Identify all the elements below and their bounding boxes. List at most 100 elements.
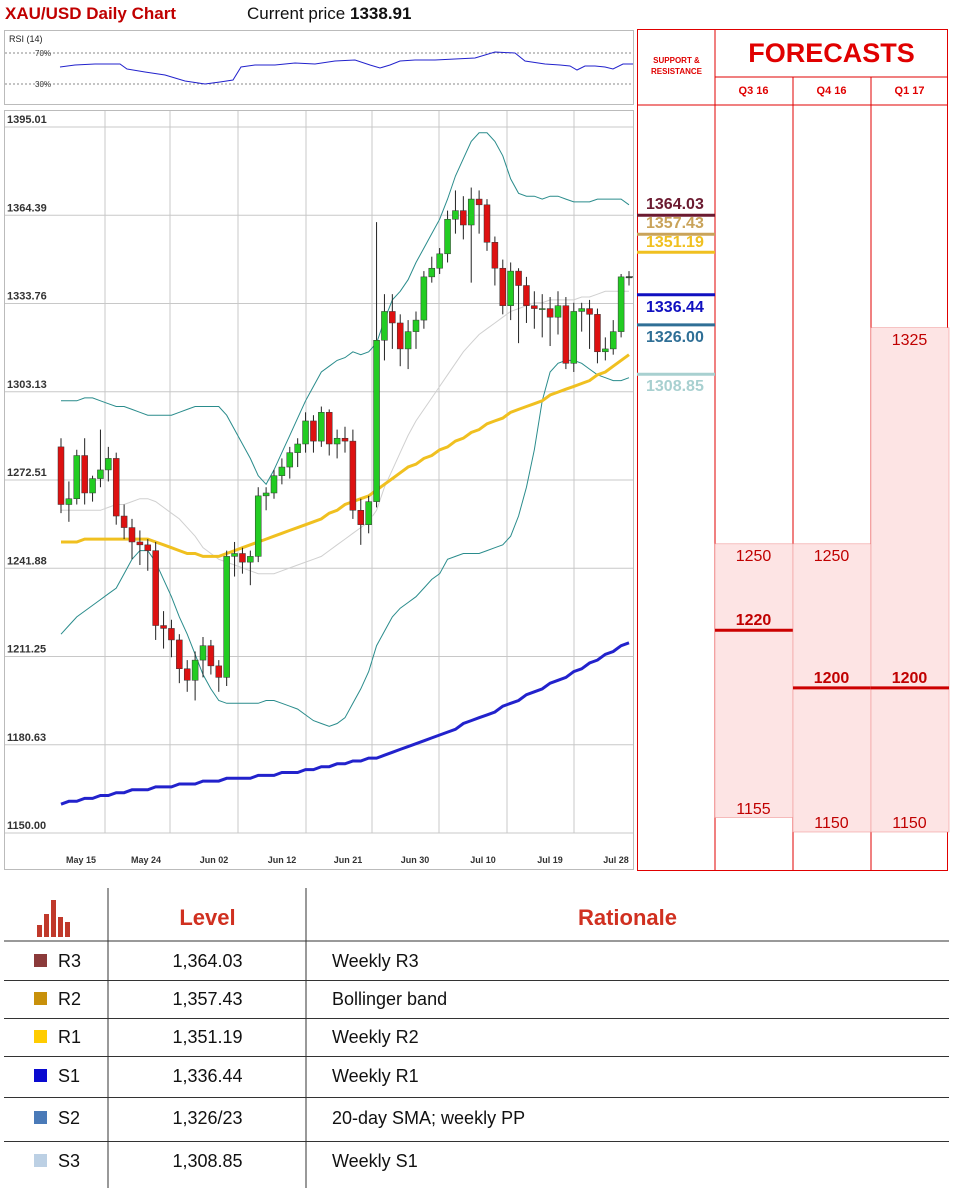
candle-bear — [176, 639, 183, 670]
y-tick-label: 1180.63 — [7, 732, 46, 744]
rsi-panel: RSI (14) 70% 30% — [4, 30, 634, 105]
candle-bull — [436, 253, 443, 269]
rsi-30-label: 30% — [35, 80, 51, 89]
q4-16-low: 1150 — [814, 815, 849, 832]
candle-bull — [412, 319, 420, 332]
s2-rationale: 20-day SMA; weekly PP — [332, 1108, 526, 1128]
candle-bear — [546, 308, 554, 318]
price-chart: 1395.01 1364.39 1333.76 1303.13 1272.51 1241.… — [4, 110, 634, 870]
candle-bull — [452, 210, 459, 220]
s1-name: S1 — [58, 1066, 81, 1086]
candle-bull — [318, 412, 325, 442]
r1-swatch — [34, 1030, 47, 1043]
table-row-r2: R2 1,357.43 Bollinger band — [4, 980, 949, 1019]
candle-bull — [428, 267, 436, 278]
x-tick-label: Jul 10 — [470, 855, 496, 865]
table-header-level: Level — [179, 905, 236, 930]
s2-level: 1,326/23 — [172, 1108, 243, 1128]
table-row-s3: S3 1,308.85 Weekly S1 — [4, 1142, 949, 1180]
q3-16-high: 1250 — [735, 548, 772, 565]
table-row-r3: R3 1,364.03 Weekly R3 — [4, 942, 949, 981]
sr-level-r3: 1364.03 — [646, 196, 704, 213]
sr-level-r2: 1357.43 — [646, 215, 704, 232]
x-tick-label: Jul 19 — [537, 855, 563, 865]
bollinger-lower-line — [60, 359, 630, 727]
r1-rationale: Weekly R2 — [332, 1027, 419, 1047]
table-frame — [4, 888, 949, 1188]
candle-bear — [562, 305, 570, 364]
q1-17-mid: 1200 — [891, 670, 928, 687]
r3-swatch — [34, 954, 47, 967]
s3-name: S3 — [58, 1151, 81, 1171]
table-row-r1: R1 1,351.19 Weekly R2 — [4, 1018, 949, 1057]
y-tick-label: 1333.76 — [7, 291, 47, 303]
candle-bull — [578, 308, 585, 312]
candle-bull — [223, 556, 230, 678]
candle-bull — [247, 556, 254, 563]
candle-bull — [467, 198, 475, 226]
candle-bull — [270, 475, 278, 494]
s3-rationale: Weekly S1 — [332, 1151, 418, 1171]
candle-bear — [515, 270, 522, 286]
bar-chart-icon — [37, 900, 70, 937]
r2-rationale: Bollinger band — [332, 989, 448, 1009]
candle-bear — [168, 628, 175, 641]
candle-bear — [120, 515, 128, 528]
r2-swatch — [34, 992, 47, 1005]
candle-bull — [302, 420, 309, 445]
candle-bear — [310, 420, 317, 442]
candle-bull — [554, 305, 562, 318]
table-row-s2: S2 1,326/23 20-day SMA; weekly PP — [4, 1099, 949, 1142]
s1-level: 1,336.44 — [172, 1066, 243, 1086]
r3-rationale: Weekly R3 — [332, 951, 419, 971]
candle-bull — [365, 501, 372, 525]
r2-name: R2 — [58, 989, 82, 1009]
candle-bull — [231, 553, 238, 557]
s2-swatch — [34, 1111, 47, 1124]
y-tick-label: 1364.39 — [7, 202, 47, 214]
rsi-label: RSI (14) — [9, 34, 43, 44]
candle-bear — [483, 204, 491, 243]
s2-name: S2 — [58, 1108, 81, 1128]
candle-bear — [499, 267, 507, 306]
current-price-value: 1338.91 — [350, 4, 412, 23]
candle-bear — [207, 645, 215, 667]
q1-17-low: 1150 — [892, 815, 927, 832]
y-tick-label: 1241.88 — [7, 555, 47, 567]
candle-bull — [609, 331, 617, 350]
candle-bull — [617, 276, 625, 332]
candle-bull — [602, 348, 609, 353]
candle-bear — [349, 440, 357, 511]
candle-bear — [523, 285, 530, 306]
rsi-plot: 70% 30% — [5, 49, 633, 89]
candle-bull — [262, 492, 270, 497]
current-price-label: Current price — [247, 4, 346, 23]
candle-bull — [286, 452, 294, 468]
y-tick-label: 1211.25 — [7, 644, 46, 656]
candle-bull — [199, 645, 207, 661]
candle-bear — [57, 446, 65, 505]
candle-bull — [278, 466, 286, 476]
sr-level-s3: 1308.85 — [646, 378, 704, 395]
candle-bear — [215, 665, 223, 678]
candle-bull — [420, 276, 428, 321]
q3-16-mid: 1220 — [735, 612, 772, 629]
forecast-grid — [637, 29, 950, 871]
s1-swatch — [34, 1069, 47, 1082]
y-tick-label: 1303.13 — [7, 379, 47, 391]
q3-16-low: 1155 — [736, 801, 771, 818]
candle-bull — [97, 469, 104, 479]
candle-bear — [475, 198, 483, 206]
candle-bear — [128, 527, 136, 543]
candle-bear — [144, 544, 152, 551]
x-tick-label: May 24 — [131, 855, 161, 865]
sma50-line — [61, 353, 630, 558]
candle-bear — [586, 308, 593, 315]
rsi-70-label: 70% — [35, 49, 51, 58]
quarter-q3-16: Q3 16 — [738, 85, 769, 97]
sr-level-s1: 1336.44 — [646, 299, 704, 316]
candle-bear — [531, 305, 538, 309]
candle-bull — [538, 308, 546, 310]
candle-bull — [570, 311, 578, 364]
candle-bear — [81, 455, 88, 494]
